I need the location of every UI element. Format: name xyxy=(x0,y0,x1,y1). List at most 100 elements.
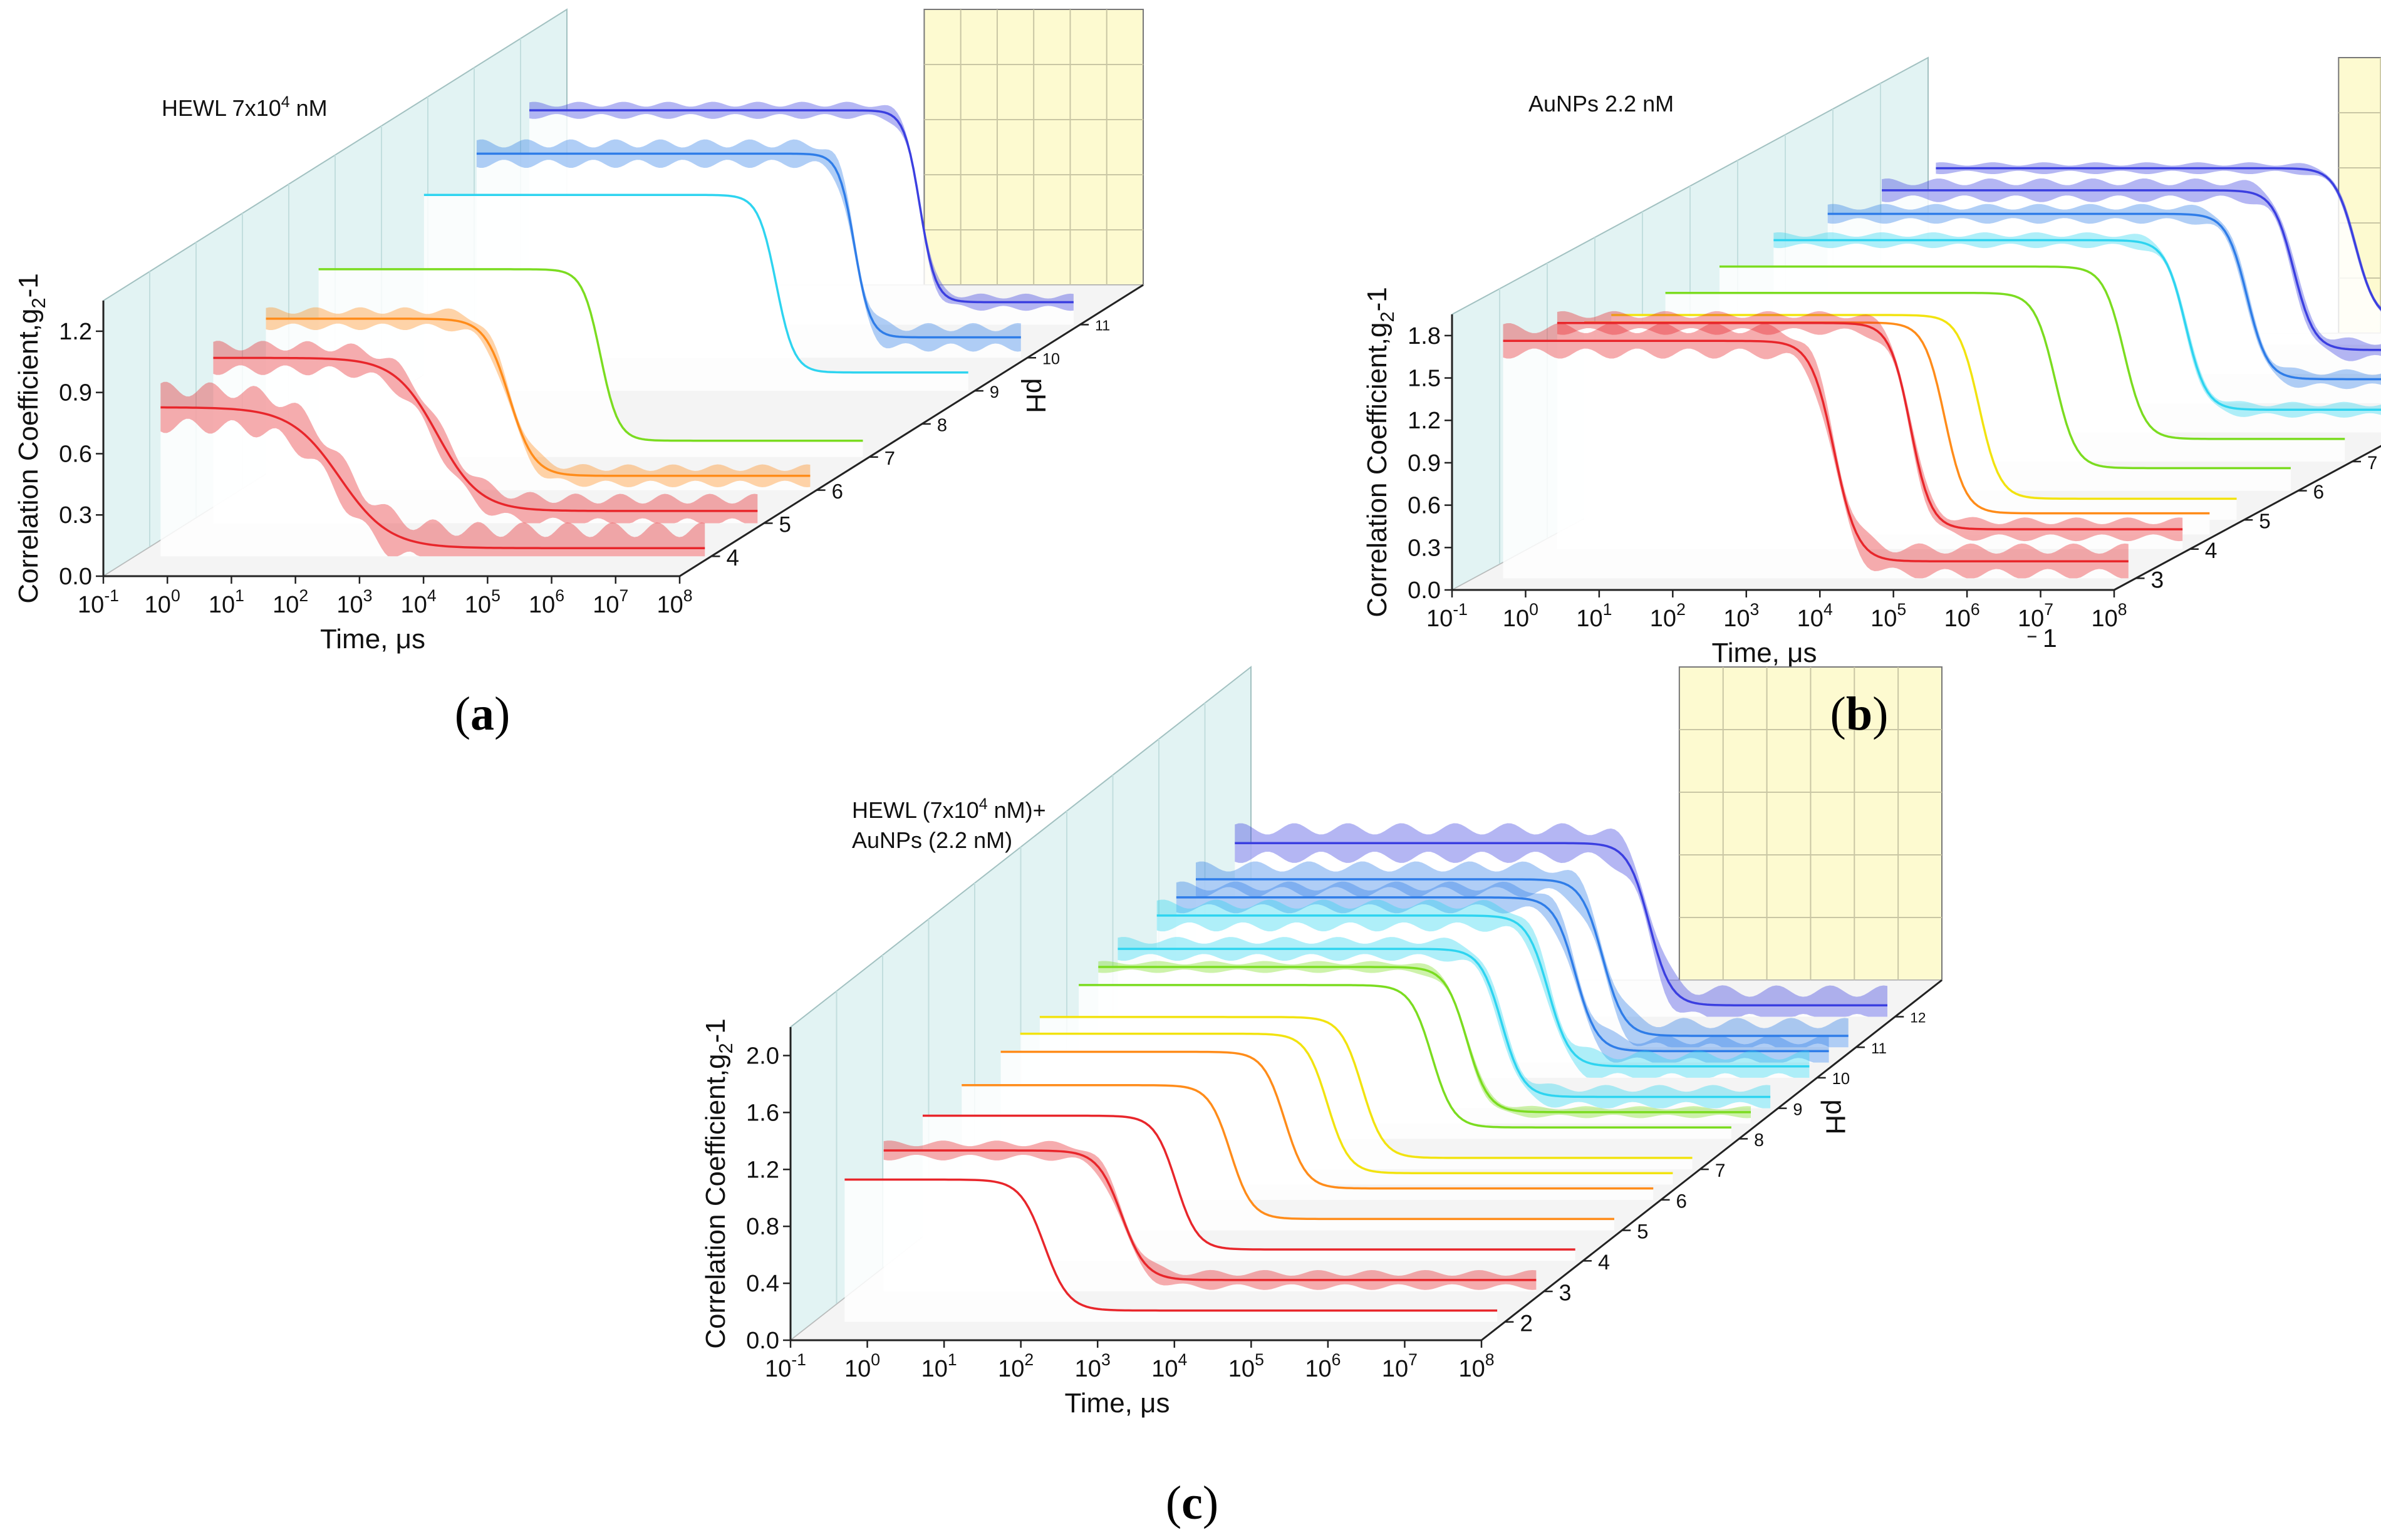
x-tick-label: 106 xyxy=(1944,600,1980,632)
x-tick-label: 101 xyxy=(1576,600,1612,632)
series-line xyxy=(844,1178,1498,1312)
x-tick-label: 102 xyxy=(272,586,308,618)
series-2 xyxy=(844,1178,1498,1322)
x-tick-label: 102 xyxy=(998,1350,1034,1382)
z-tick-label: 6 xyxy=(2313,481,2324,503)
x-axis-title: Time, μs xyxy=(320,624,425,654)
x-tick-label: 101 xyxy=(209,586,244,618)
series-3 xyxy=(1503,323,2129,579)
y-tick-label: 0.8 xyxy=(746,1214,779,1240)
series-error-band xyxy=(1827,204,2381,390)
series-line xyxy=(1827,212,2381,381)
z-tick-label: 6 xyxy=(1676,1190,1687,1212)
y-tick-label: 1.8 xyxy=(1408,323,1441,349)
series-line xyxy=(1936,167,2381,311)
z-tick-label: 8 xyxy=(937,416,947,436)
x-tick-label: 108 xyxy=(2091,600,2127,632)
x-tick-label: 108 xyxy=(1458,1350,1494,1382)
sample-annotation-line2: AuNPs (2.2 nM) xyxy=(852,827,1012,853)
series-line xyxy=(1719,265,2345,440)
y-tick-label: 1.5 xyxy=(1408,366,1441,392)
sample-annotation: HEWL 7x104 nM xyxy=(162,93,328,121)
y-tick-label: 0.9 xyxy=(1408,450,1441,477)
z-tick-label: 3 xyxy=(1559,1280,1572,1305)
series-sheet xyxy=(1503,341,2129,579)
z-tick-label: 11 xyxy=(1871,1040,1887,1057)
y-tick-label: 0.0 xyxy=(746,1328,779,1354)
series-error-band xyxy=(1503,323,2129,579)
z-axis xyxy=(1481,979,1943,1341)
series-5 xyxy=(213,341,758,524)
series-sheet xyxy=(844,1179,1498,1322)
series-error-band xyxy=(1882,178,2381,361)
x-tick-label: 105 xyxy=(1870,600,1906,632)
series-line xyxy=(1156,914,1810,1068)
series-line xyxy=(1235,842,1887,1007)
y-tick-label: 0.6 xyxy=(59,441,92,467)
caption-c: (c) xyxy=(1166,1477,1218,1529)
y-tick-label: 0.9 xyxy=(59,380,92,406)
series-line xyxy=(1079,984,1731,1129)
series-error-band xyxy=(1156,899,1810,1078)
series-line xyxy=(1503,339,2129,563)
y-tick-label: 2.0 xyxy=(746,1043,779,1069)
sample-annotation: HEWL (7x104 nM)+ xyxy=(852,795,1046,823)
y-axis-title: Correlation Coefficient,g2-1 xyxy=(700,1018,737,1348)
series-line xyxy=(1039,1016,1693,1159)
x-tick-label: 107 xyxy=(593,586,628,618)
series-line xyxy=(883,1149,1537,1281)
series-line xyxy=(922,1114,1575,1251)
z-tick-label: 8 xyxy=(1754,1130,1764,1150)
y-tick-label: 1.6 xyxy=(746,1100,779,1126)
series-line xyxy=(1611,314,2237,500)
series-line xyxy=(1665,291,2291,470)
x-tick-label: 105 xyxy=(465,586,501,618)
y-tick-label: 1.2 xyxy=(746,1157,779,1183)
x-axis-title: Time, μs xyxy=(1065,1388,1170,1419)
series-line xyxy=(1000,1050,1654,1190)
series-line xyxy=(1176,896,1829,1053)
x-tick-label: 100 xyxy=(145,586,180,618)
z-tick-label: 4 xyxy=(726,545,739,571)
x-axis-title: Time, μs xyxy=(1712,638,1817,668)
series-error-band xyxy=(1176,881,1829,1063)
x-tick-label: 103 xyxy=(1723,600,1759,632)
series-line xyxy=(1557,321,2183,530)
series-line xyxy=(962,1084,1614,1221)
x-tick-label: 107 xyxy=(2018,600,2053,632)
x-tick-label: 10-1 xyxy=(765,1350,806,1382)
series-line xyxy=(1773,239,2381,411)
series-4 xyxy=(160,381,705,557)
z-axis-title: pH xyxy=(1020,378,1051,413)
y-tick-label: 0.3 xyxy=(59,502,92,529)
x-tick-label: 104 xyxy=(1151,1350,1187,1382)
series-line xyxy=(423,194,968,374)
x-tick-label: 108 xyxy=(656,586,692,618)
series-error-band xyxy=(266,307,811,488)
y-tick-label: 1.2 xyxy=(59,319,92,345)
series-line xyxy=(213,356,758,512)
caption-b: (b) xyxy=(1830,688,1889,740)
z-tick-label: 6 xyxy=(832,480,843,503)
y-axis-title: Correlation Coefficient,g2-1 xyxy=(13,273,49,603)
z-tick-label: 12 xyxy=(1910,1010,1926,1026)
series-line xyxy=(1118,948,1771,1098)
z-tick-label: 2 xyxy=(1520,1310,1533,1336)
x-tick-label: 107 xyxy=(1382,1350,1418,1382)
series-error-band xyxy=(476,139,1021,352)
series-line xyxy=(1195,878,1849,1037)
y-tick-label: 0.0 xyxy=(1408,577,1441,604)
z-tick-label: 7 xyxy=(884,447,895,469)
z-tick-label: 9 xyxy=(990,382,999,401)
z-tick-label: 7 xyxy=(1715,1160,1726,1181)
series-line xyxy=(1882,189,2381,351)
x-tick-label: 104 xyxy=(1797,600,1833,632)
z-tick-label: 7 xyxy=(2367,453,2377,473)
x-tick-label: 106 xyxy=(529,586,564,618)
z-tick-label: 5 xyxy=(1637,1220,1648,1243)
